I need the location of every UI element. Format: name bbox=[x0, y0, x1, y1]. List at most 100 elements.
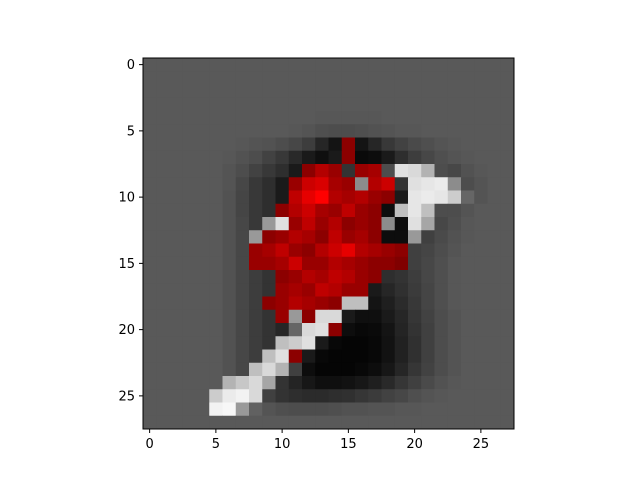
heatmap-cell bbox=[222, 164, 237, 178]
heatmap-cell bbox=[434, 323, 449, 337]
heatmap-cell bbox=[182, 164, 197, 178]
heatmap-cell bbox=[302, 177, 316, 191]
heatmap-cell bbox=[196, 71, 210, 85]
heatmap-cell bbox=[209, 283, 223, 297]
heatmap-cell bbox=[500, 336, 515, 350]
heatmap-cell bbox=[341, 150, 356, 165]
heatmap-cell bbox=[262, 58, 276, 72]
heatmap-cell bbox=[288, 190, 303, 205]
heatmap-cell bbox=[196, 389, 210, 403]
heatmap-cell bbox=[421, 283, 435, 297]
heatmap-cell bbox=[408, 190, 422, 205]
heatmap-cell bbox=[368, 190, 382, 205]
heatmap-cell bbox=[302, 164, 316, 178]
heatmap-cell bbox=[182, 217, 197, 231]
heatmap-cell bbox=[341, 283, 356, 297]
heatmap-cell bbox=[288, 336, 303, 350]
x-tick-label: 5 bbox=[212, 437, 220, 452]
heatmap-cell bbox=[500, 323, 515, 337]
heatmap-cell bbox=[341, 336, 356, 350]
heatmap-cell bbox=[408, 283, 422, 297]
heatmap-cell bbox=[500, 376, 515, 390]
heatmap-cell bbox=[461, 137, 475, 152]
heatmap-cell bbox=[368, 111, 382, 125]
heatmap-cell bbox=[169, 309, 184, 324]
heatmap-cell bbox=[381, 177, 396, 191]
heatmap-cell bbox=[275, 190, 290, 205]
heatmap-cell bbox=[249, 97, 263, 112]
heatmap-cell bbox=[421, 137, 435, 152]
heatmap-cell bbox=[341, 177, 356, 191]
heatmap-cell bbox=[262, 84, 276, 99]
heatmap-cell bbox=[474, 389, 488, 403]
heatmap-cell bbox=[288, 283, 303, 297]
heatmap-cell bbox=[288, 270, 303, 284]
heatmap-cell bbox=[222, 415, 237, 430]
heatmap-cell bbox=[487, 402, 502, 417]
heatmap-cell bbox=[368, 71, 382, 85]
heatmap-cell bbox=[275, 376, 290, 390]
heatmap-cell bbox=[487, 230, 502, 244]
heatmap-cell bbox=[262, 389, 276, 403]
heatmap-cell bbox=[275, 217, 290, 231]
heatmap-cell bbox=[421, 124, 435, 138]
heatmap-cell bbox=[143, 230, 157, 244]
heatmap-cell bbox=[500, 97, 515, 112]
heatmap-cell bbox=[487, 124, 502, 138]
heatmap-cell bbox=[315, 283, 329, 297]
heatmap-cell bbox=[368, 84, 382, 99]
heatmap-cell bbox=[487, 137, 502, 152]
heatmap-cell bbox=[487, 362, 502, 377]
heatmap-cell bbox=[355, 362, 369, 377]
heatmap-cell bbox=[182, 137, 197, 152]
heatmap-cell bbox=[222, 84, 237, 99]
heatmap-cell bbox=[355, 376, 369, 390]
heatmap-cell bbox=[209, 376, 223, 390]
heatmap-cell bbox=[249, 177, 263, 191]
heatmap-cell bbox=[196, 256, 210, 271]
heatmap-cell bbox=[315, 323, 329, 337]
heatmap-cell bbox=[196, 203, 210, 218]
heatmap-cell bbox=[275, 270, 290, 284]
heatmap-cell bbox=[328, 84, 343, 99]
heatmap-cell bbox=[474, 243, 488, 258]
heatmap-cell bbox=[249, 389, 263, 403]
heatmap-cell bbox=[355, 323, 369, 337]
heatmap-cell bbox=[249, 164, 263, 178]
heatmap-cell bbox=[447, 256, 462, 271]
heatmap-cell bbox=[368, 203, 382, 218]
heatmap-cell bbox=[381, 243, 396, 258]
heatmap-cell bbox=[447, 97, 462, 112]
heatmap-cell bbox=[275, 71, 290, 85]
heatmap-cell bbox=[222, 124, 237, 138]
heatmap-cell bbox=[315, 217, 329, 231]
heatmap-cell bbox=[182, 349, 197, 364]
heatmap-cell bbox=[487, 203, 502, 218]
heatmap-cell bbox=[421, 203, 435, 218]
heatmap-cell bbox=[408, 217, 422, 231]
heatmap-cell bbox=[341, 230, 356, 244]
heatmap-cell bbox=[408, 84, 422, 99]
heatmap-cell bbox=[421, 97, 435, 112]
heatmap-cell bbox=[474, 270, 488, 284]
heatmap-cell bbox=[421, 164, 435, 178]
x-tick-label: 20 bbox=[406, 437, 423, 452]
heatmap-cell bbox=[461, 177, 475, 191]
heatmap-cell bbox=[368, 97, 382, 112]
heatmap-cell bbox=[302, 283, 316, 297]
heatmap-cell bbox=[408, 124, 422, 138]
heatmap-cell bbox=[288, 243, 303, 258]
heatmap-cell bbox=[156, 309, 170, 324]
heatmap-cell bbox=[288, 150, 303, 165]
heatmap-cell bbox=[355, 243, 369, 258]
heatmap-cell bbox=[461, 349, 475, 364]
heatmap-cell bbox=[249, 256, 263, 271]
heatmap-cell bbox=[434, 97, 449, 112]
heatmap-cell bbox=[328, 415, 343, 430]
heatmap-cell bbox=[143, 256, 157, 271]
heatmap-cell bbox=[156, 203, 170, 218]
heatmap-cell bbox=[302, 111, 316, 125]
heatmap-cell bbox=[209, 230, 223, 244]
heatmap-cell bbox=[143, 124, 157, 138]
heatmap-cell bbox=[355, 217, 369, 231]
